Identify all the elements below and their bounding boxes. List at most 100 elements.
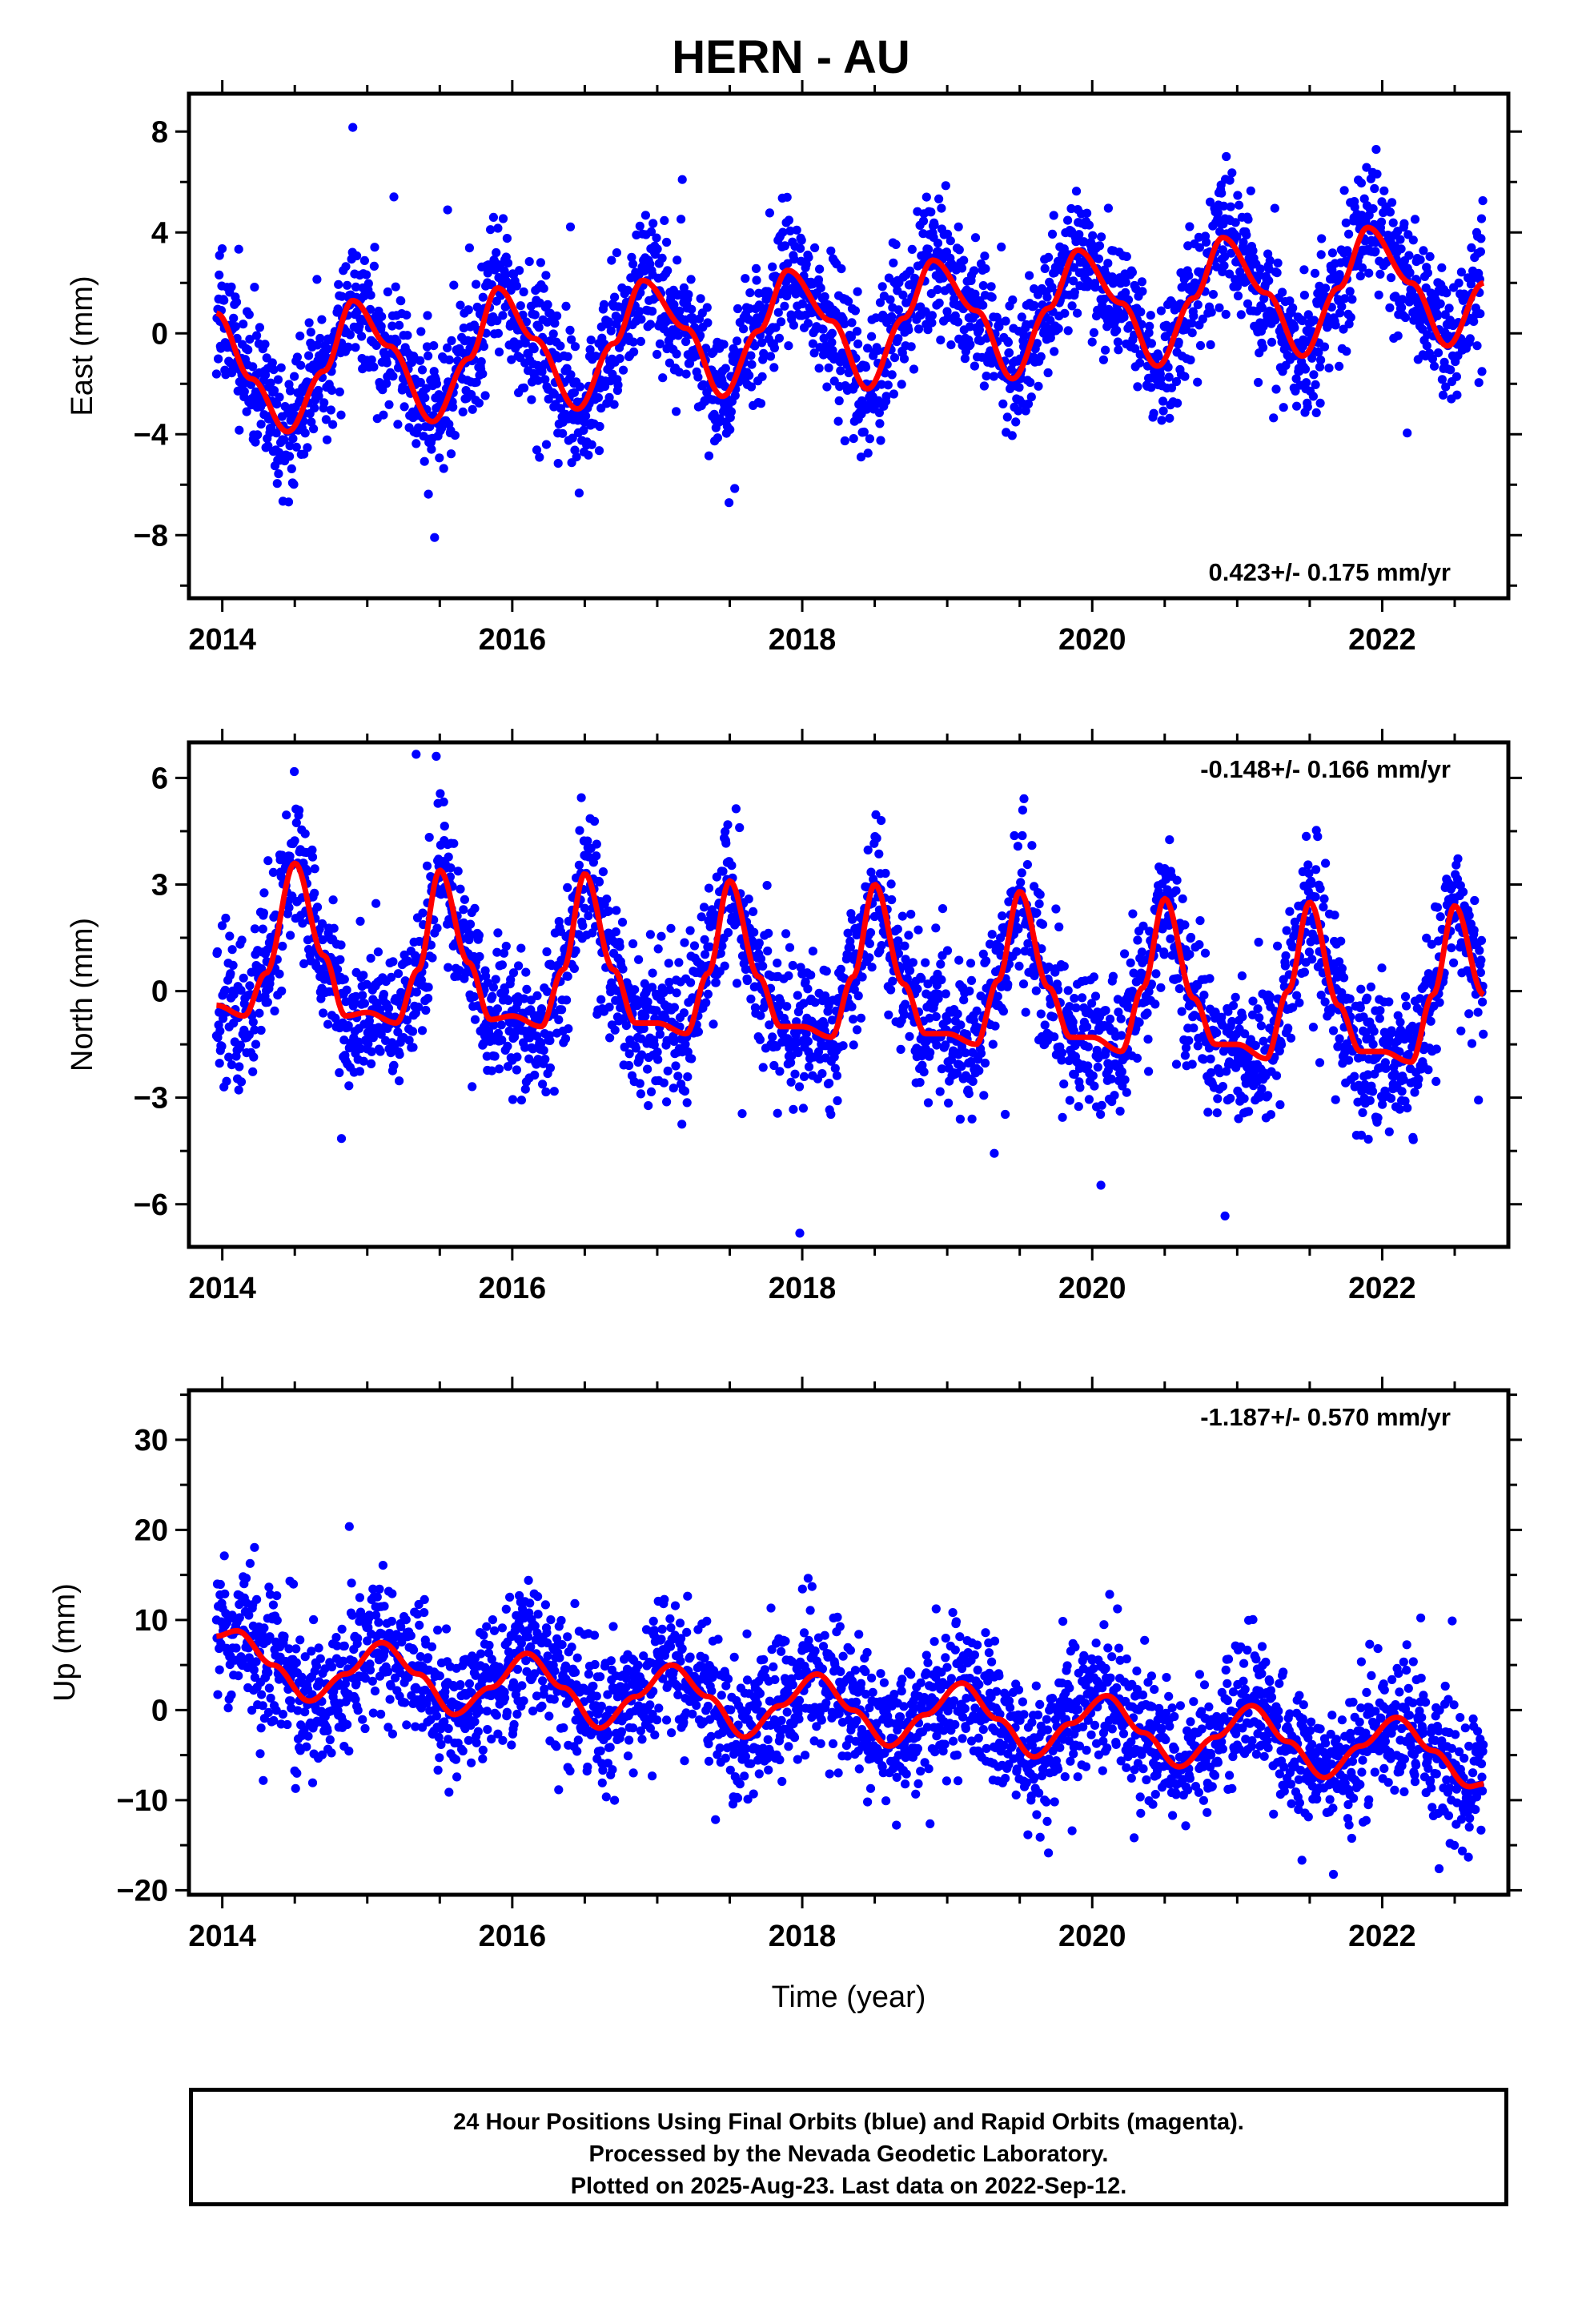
data-point xyxy=(1226,1093,1235,1104)
data-point xyxy=(701,998,711,1007)
data-point xyxy=(1225,269,1235,279)
data-point xyxy=(1398,295,1407,304)
data-point xyxy=(893,924,902,934)
data-point xyxy=(449,838,459,848)
data-point xyxy=(424,351,433,360)
data-point xyxy=(933,239,943,248)
data-point xyxy=(1300,364,1311,374)
data-point xyxy=(887,312,897,321)
data-point xyxy=(565,325,575,335)
data-point xyxy=(1173,398,1182,408)
data-point xyxy=(1207,308,1216,317)
data-point xyxy=(1074,230,1084,239)
data-point xyxy=(789,255,799,264)
data-point xyxy=(1385,303,1395,312)
data-point xyxy=(893,949,903,959)
data-point xyxy=(998,1007,1008,1016)
data-point xyxy=(285,452,295,461)
data-point xyxy=(1311,408,1321,417)
data-point xyxy=(615,354,624,364)
data-point xyxy=(981,264,990,274)
data-point xyxy=(468,1082,477,1092)
data-point xyxy=(545,1035,555,1045)
data-point xyxy=(913,984,922,994)
data-point xyxy=(1385,207,1395,217)
data-point xyxy=(371,340,381,350)
data-point xyxy=(376,321,386,332)
data-point xyxy=(1193,300,1203,310)
data-point xyxy=(867,332,877,341)
data-point xyxy=(1408,235,1418,245)
data-point xyxy=(1050,1032,1059,1042)
data-point xyxy=(414,423,424,432)
data-point xyxy=(978,300,988,310)
data-point xyxy=(288,434,298,444)
data-point xyxy=(1180,920,1190,930)
data-point xyxy=(1476,214,1487,223)
data-point xyxy=(1184,1035,1194,1045)
data-point xyxy=(475,951,484,962)
data-point xyxy=(709,1019,718,1029)
data-point xyxy=(339,975,349,984)
data-point xyxy=(1172,875,1182,885)
data-point xyxy=(990,1148,999,1158)
data-point xyxy=(1078,993,1087,1003)
data-point xyxy=(565,222,576,231)
data-point xyxy=(369,362,379,372)
data-point xyxy=(997,242,1006,251)
data-point xyxy=(389,192,399,202)
data-point xyxy=(677,1120,687,1129)
data-point xyxy=(1400,312,1411,323)
data-point xyxy=(1239,238,1248,247)
data-point xyxy=(307,852,318,862)
data-point xyxy=(1138,287,1147,296)
data-point xyxy=(359,971,368,980)
data-point xyxy=(1335,361,1344,371)
data-point xyxy=(663,1066,673,1076)
data-point xyxy=(960,354,970,364)
data-point xyxy=(516,301,525,311)
data-point xyxy=(1415,255,1425,264)
data-point xyxy=(328,895,338,905)
data-point xyxy=(423,311,432,320)
data-point xyxy=(808,339,818,348)
data-point xyxy=(976,1048,986,1058)
data-point xyxy=(941,181,950,191)
data-point xyxy=(853,991,863,1001)
data-point xyxy=(673,1072,683,1081)
data-point xyxy=(926,1047,935,1057)
data-point xyxy=(299,959,309,968)
data-point xyxy=(645,930,656,939)
data-point xyxy=(713,433,723,443)
data-point xyxy=(727,861,737,870)
data-point xyxy=(235,425,244,435)
data-point xyxy=(500,987,510,996)
data-point xyxy=(1218,1082,1227,1092)
data-point xyxy=(491,975,500,984)
data-point xyxy=(1269,413,1279,423)
data-point xyxy=(803,1036,813,1046)
data-point xyxy=(319,398,329,408)
data-point xyxy=(424,983,433,992)
data-point xyxy=(1032,908,1042,918)
data-point xyxy=(270,1006,279,1015)
data-point xyxy=(1395,235,1405,244)
data-point xyxy=(746,994,756,1004)
data-point xyxy=(1429,361,1439,371)
data-point xyxy=(245,335,255,344)
data-point xyxy=(826,246,836,255)
data-point xyxy=(269,365,279,375)
data-point xyxy=(918,216,929,226)
data-point xyxy=(359,255,369,265)
data-point xyxy=(872,834,881,843)
data-point xyxy=(617,918,628,927)
data-point xyxy=(416,377,425,388)
data-point xyxy=(339,1035,349,1045)
data-point xyxy=(504,995,513,1005)
data-point xyxy=(1410,215,1420,224)
data-point xyxy=(273,375,283,384)
data-point xyxy=(946,236,955,246)
data-point xyxy=(1036,352,1046,361)
data-point xyxy=(472,302,482,312)
data-point xyxy=(640,979,649,988)
